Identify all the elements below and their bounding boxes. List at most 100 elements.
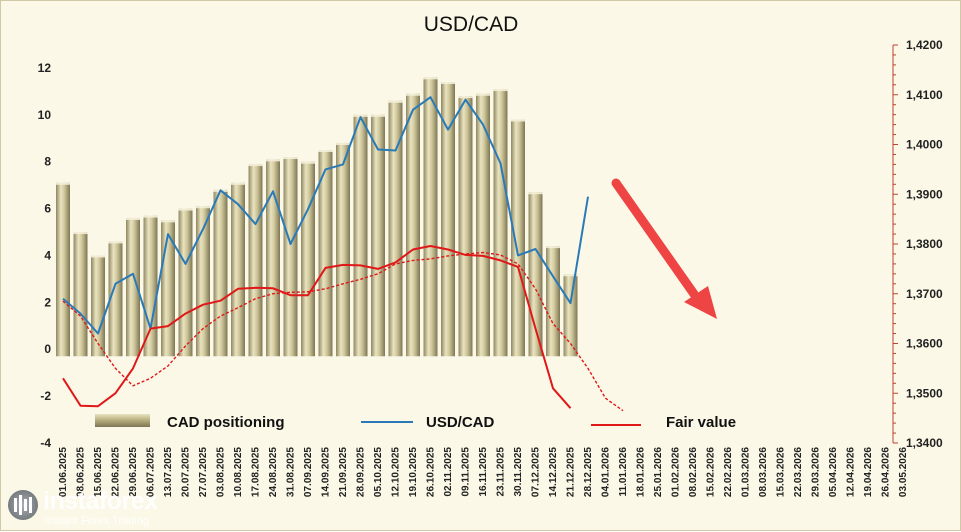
- bar-cap: [161, 220, 175, 223]
- bar-cap: [476, 93, 490, 96]
- x-tick-label: 25.01.2026: [653, 447, 664, 497]
- bar-cad-positioning: [143, 215, 158, 357]
- bar-cap: [196, 206, 210, 209]
- bar-cad-positioning: [196, 206, 210, 357]
- bar-cad-positioning: [56, 182, 70, 357]
- x-tick-label: 21.09.2025: [338, 447, 349, 497]
- x-tick-label: 19.04.2026: [863, 447, 874, 497]
- x-tick-label: 07.09.2025: [303, 447, 314, 497]
- bar-cad-positioning: [371, 114, 385, 357]
- x-tick-label: 29.06.2025: [128, 447, 139, 497]
- bar-cap: [423, 77, 438, 80]
- bar-cad-positioning: [283, 157, 298, 357]
- x-tick-label: 22.03.2026: [793, 447, 804, 497]
- left-tick-label: 10: [38, 108, 52, 122]
- bar-cad-positioning: [231, 182, 245, 357]
- bar-cap: [126, 217, 140, 220]
- x-tick-label: 21.12.2025: [566, 447, 577, 497]
- bar-cap: [388, 100, 403, 103]
- x-tick-label: 03.05.2026: [898, 447, 909, 497]
- x-tick-label: 19.10.2025: [408, 447, 419, 497]
- bar-cad-positioning: [178, 208, 193, 357]
- x-tick-label: 17.08.2025: [251, 447, 262, 497]
- x-tick-label: 12.10.2025: [391, 447, 402, 497]
- x-tick-label: 10.08.2025: [233, 447, 244, 497]
- bar-cap: [248, 164, 263, 167]
- line-series: [62, 96, 624, 412]
- bar-cad-positioning: [73, 232, 88, 357]
- bar-cad-positioning: [318, 150, 333, 357]
- right-tick-label: 1,3400: [906, 436, 943, 450]
- x-tick-label: 23.11.2025: [496, 447, 507, 497]
- x-tick-label: 15.02.2026: [706, 447, 717, 497]
- x-tick-label: 01.02.2026: [671, 447, 682, 497]
- bar-cad-positioning: [493, 89, 508, 357]
- x-tick-label: 30.11.2025: [513, 447, 524, 497]
- bar-cap: [493, 89, 508, 92]
- bar-cap: [528, 192, 543, 195]
- bar-cap: [511, 119, 525, 122]
- chart-title: USD/CAD: [424, 13, 519, 36]
- left-tick-label: 6: [44, 202, 51, 216]
- bar-cap: [371, 114, 385, 117]
- bar-cap: [108, 241, 123, 244]
- watermark-logo: instaforex Instant Forex Trading: [5, 485, 185, 529]
- x-tick-label: 05.04.2026: [828, 447, 839, 497]
- right-axis: 1,3400 1,3500 1,3600 1,3700 1,3800 1,3900 1,40…: [893, 38, 943, 450]
- bar-cad-positioning: [126, 217, 140, 357]
- x-tick-label: 28.09.2025: [356, 447, 367, 497]
- bar-cap: [91, 255, 105, 258]
- x-tick-label: 20.07.2025: [181, 447, 192, 497]
- bar-cap: [441, 82, 455, 85]
- bar-cad-positioning: [266, 159, 280, 357]
- x-tick-label: 31.08.2025: [286, 447, 297, 497]
- left-tick-label: 0: [44, 342, 51, 356]
- bar-cap: [406, 93, 420, 96]
- x-tick-label: 06.07.2025: [146, 447, 157, 497]
- bar-cad-positioning: [511, 119, 525, 357]
- instaforex-logo-icon: [8, 490, 38, 520]
- x-tick-label: 03.08.2025: [216, 447, 227, 497]
- bar-cad-positioning: [546, 246, 560, 357]
- bar-cad-positioning: [406, 93, 420, 357]
- bar-cap: [266, 159, 280, 162]
- bar-cap: [231, 182, 245, 185]
- legend-label-usdcad: USD/CAD: [426, 414, 495, 431]
- bar-cap: [546, 246, 560, 249]
- x-tick-label: 22.06.2025: [111, 447, 122, 497]
- x-tick-label: 14.09.2025: [321, 447, 332, 497]
- x-tick-label: 24.08.2025: [268, 447, 279, 497]
- bar-cap: [178, 208, 193, 211]
- legend: CAD positioning USD/CAD Fair value: [95, 414, 736, 431]
- left-tick-label: 12: [38, 61, 52, 75]
- legend-label-fair-value: Fair value: [666, 414, 736, 431]
- bar-cad-positioning: [353, 114, 368, 357]
- right-tick-label: 1,3600: [906, 337, 943, 351]
- right-tick-label: 1,3800: [906, 237, 943, 251]
- bar-cap: [353, 114, 368, 117]
- bar-cad-positioning: [388, 100, 403, 357]
- bar-cap: [301, 161, 315, 164]
- x-tick-label: 08.02.2026: [688, 447, 699, 497]
- x-tick-label: 26.10.2025: [426, 447, 437, 497]
- bar-cad-positioning: [213, 189, 228, 357]
- bar-cad-positioning: [301, 161, 315, 357]
- left-tick-label: 8: [44, 155, 51, 169]
- left-tick-label: -4: [40, 436, 51, 450]
- bar-cad-positioning: [423, 77, 438, 357]
- x-tick-label: 11.01.2026: [618, 447, 629, 497]
- watermark-name: instaforex: [43, 487, 158, 515]
- bar-cap: [143, 215, 158, 218]
- bar-cad-positioning: [476, 93, 490, 357]
- x-tick-label: 05.10.2025: [373, 447, 384, 497]
- bar-cad-positioning: [91, 255, 105, 357]
- x-tick-label: 13.07.2025: [163, 447, 174, 497]
- bar-cap: [73, 232, 88, 235]
- x-tick-label: 04.01.2026: [601, 447, 612, 497]
- x-tick-label: 29.03.2026: [811, 447, 822, 497]
- bar-cad-positioning: [336, 142, 350, 357]
- left-tick-label: -2: [40, 389, 51, 403]
- right-tick-label: 1,4200: [906, 38, 943, 52]
